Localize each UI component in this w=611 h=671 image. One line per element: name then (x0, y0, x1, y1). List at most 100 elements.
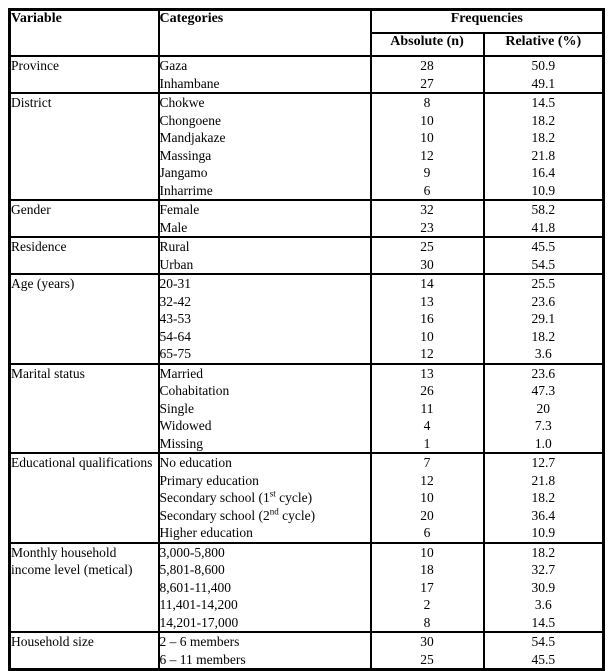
table-row: Residence Rural 25 45.5 (8, 236, 604, 274)
relative-frequency-cell: 7.3 (482, 417, 604, 435)
table-row: 5,801-8,600 18 32.7 (10, 561, 604, 579)
relative-frequency-cell: 30.9 (482, 578, 604, 596)
table-row: Missing 1 1.0 (10, 434, 604, 453)
header-frequencies: Frequencies (369, 9, 604, 34)
table-row: 43-53 16 29.1 (10, 310, 604, 328)
relative-frequency-cell: 41.8 (482, 218, 604, 237)
relative-frequency-cell: 21.8 (482, 471, 604, 489)
variable-cell: District (8, 92, 159, 200)
category-cell: 54-64 (157, 327, 371, 345)
category-cell: Chokwe (157, 92, 371, 112)
category-cell: Male (157, 218, 371, 237)
absolute-frequency-cell: 13 (369, 362, 484, 382)
relative-frequency-cell: 54.5 (482, 255, 604, 274)
absolute-frequency-cell: 10 (369, 327, 484, 345)
relative-frequency-cell: 12.7 (482, 452, 604, 472)
table-row: 8,601-11,400 17 30.9 (10, 578, 604, 596)
absolute-frequency-cell: 8 (369, 613, 484, 632)
table-row: District Chokwe 8 14.5 (8, 92, 604, 200)
frequencies-table: Variable Categories Frequencies Absolute… (8, 8, 606, 671)
category-cell: 43-53 (157, 310, 371, 328)
absolute-frequency-cell: 32 (369, 199, 484, 219)
absolute-frequency-cell: 13 (369, 292, 484, 310)
relative-frequency-cell: 45.5 (482, 236, 604, 256)
category-cell: Married (157, 362, 371, 382)
relative-frequency-cell: 20 (482, 399, 604, 417)
absolute-frequency-cell: 11 (369, 399, 484, 417)
relative-frequency-cell: 18.2 (482, 129, 604, 147)
absolute-frequency-cell: 25 (369, 650, 484, 670)
table-row: Mandjakaze 10 18.2 (10, 129, 604, 147)
relative-frequency-cell: 49.1 (482, 74, 604, 93)
table-row: Jangamo 9 16.4 (10, 164, 604, 182)
category-cell: Jangamo (157, 164, 371, 182)
absolute-frequency-cell: 26 (369, 382, 484, 400)
category-cell: Secondary school (1st cycle) (157, 489, 371, 507)
category-cell: Inhambane (157, 74, 371, 93)
absolute-frequency-cell: 30 (369, 255, 484, 274)
relative-frequency-cell: 18.2 (482, 541, 604, 561)
category-cell: Primary education (157, 471, 371, 489)
absolute-frequency-cell: 8 (369, 92, 484, 112)
table-row: Inhambane 27 49.1 (10, 74, 604, 93)
category-cell: Rural (157, 236, 371, 256)
table-row: Widowed 4 7.3 (10, 417, 604, 435)
table-row: 11,401-14,200 2 3.6 (10, 596, 604, 614)
category-cell: 20-31 (157, 273, 371, 293)
absolute-frequency-cell: 20 (369, 506, 484, 524)
relative-frequency-cell: 25.5 (482, 273, 604, 293)
table-row: Age (years) 20-31 14 25.5 (8, 273, 604, 364)
superscript-text: nd (269, 506, 279, 516)
absolute-frequency-cell: 10 (369, 541, 484, 561)
category-cell: 14,201-17,000 (157, 613, 371, 632)
absolute-frequency-cell: 23 (369, 218, 484, 237)
table-row: Marital status Married 13 23.6 (8, 362, 604, 453)
relative-frequency-cell: 10.9 (482, 181, 604, 200)
header-categories: Categories (157, 9, 371, 56)
relative-frequency-cell: 14.5 (482, 92, 604, 112)
table-body: Province Gaza 28 50.9 Inhambane 27 49.1 Distric… (8, 55, 604, 670)
table-row: Gender Female 32 58.2 (8, 199, 604, 237)
header-absolute-n: Absolute (n) (369, 33, 484, 57)
table-row: Monthly household income level (metical)… (8, 541, 604, 632)
absolute-frequency-cell: 17 (369, 578, 484, 596)
category-cell: 2 – 6 members (157, 631, 371, 651)
relative-frequency-cell: 16.4 (482, 164, 604, 182)
category-cell: 3,000-5,800 (157, 541, 371, 561)
relative-frequency-cell: 23.6 (482, 292, 604, 310)
relative-frequency-cell: 47.3 (482, 382, 604, 400)
relative-frequency-cell: 3.6 (482, 345, 604, 364)
absolute-frequency-cell: 12 (369, 345, 484, 364)
absolute-frequency-cell: 14 (369, 273, 484, 293)
absolute-frequency-cell: 12 (369, 146, 484, 164)
table-row: Chongoene 10 18.2 (10, 111, 604, 129)
category-cell: Female (157, 199, 371, 219)
absolute-frequency-cell: 2 (369, 596, 484, 614)
relative-frequency-cell: 23.6 (482, 362, 604, 382)
variable-cell: Age (years) (8, 273, 159, 364)
absolute-frequency-cell: 28 (369, 55, 484, 75)
relative-frequency-cell: 58.2 (482, 199, 604, 219)
absolute-frequency-cell: 27 (369, 74, 484, 93)
category-cell: 6 – 11 members (157, 650, 371, 670)
relative-frequency-cell: 32.7 (482, 561, 604, 579)
category-cell: Missing (157, 434, 371, 453)
header-relative-pct: Relative (%) (482, 33, 604, 57)
absolute-frequency-cell: 25 (369, 236, 484, 256)
header-row-1: Variable Categories Frequencies (8, 9, 604, 56)
table-row: Male 23 41.8 (10, 218, 604, 237)
absolute-frequency-cell: 4 (369, 417, 484, 435)
category-cell: Urban (157, 255, 371, 274)
category-cell: 65-75 (157, 345, 371, 364)
relative-frequency-cell: 18.2 (482, 327, 604, 345)
variable-cell: Household size (8, 631, 159, 670)
absolute-frequency-cell: 16 (369, 310, 484, 328)
table-row: Higher education 6 10.9 (10, 524, 604, 543)
table-row: 32-42 13 23.6 (10, 292, 604, 310)
superscript-text: st (269, 489, 276, 499)
category-cell: 32-42 (157, 292, 371, 310)
category-cell: Secondary school (2nd cycle) (157, 506, 371, 524)
category-cell: Higher education (157, 524, 371, 543)
absolute-frequency-cell: 9 (369, 164, 484, 182)
absolute-frequency-cell: 10 (369, 129, 484, 147)
